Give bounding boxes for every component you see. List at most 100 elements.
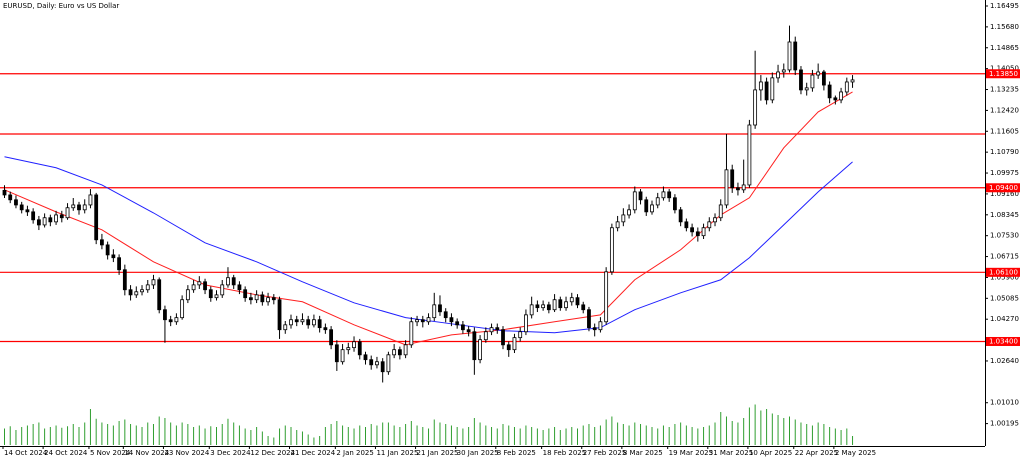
candle-body xyxy=(506,344,511,351)
candle-body xyxy=(208,289,213,299)
candle-body xyxy=(151,279,156,286)
candle-body xyxy=(827,84,832,99)
candle-body xyxy=(185,289,190,301)
x-tick-label: 2 Jan 2025 xyxy=(336,449,374,457)
candle-body xyxy=(352,341,356,349)
candle-body xyxy=(36,219,41,226)
candle-body xyxy=(518,331,523,339)
x-tick-label: 23 Nov 2024 xyxy=(164,449,209,457)
candle-body xyxy=(105,244,110,256)
candle-body xyxy=(426,317,431,323)
candle-body xyxy=(587,309,591,329)
candle-body xyxy=(627,209,631,216)
candle-body xyxy=(248,297,253,301)
candle-body xyxy=(260,294,265,303)
candle-body xyxy=(569,297,574,303)
candle-body xyxy=(489,327,494,333)
candle-body xyxy=(535,304,540,309)
x-tick-label: 14 Oct 2024 xyxy=(4,449,48,457)
candle-body xyxy=(197,281,202,286)
candle-body xyxy=(466,329,471,333)
candle-body xyxy=(799,69,803,91)
level-label-box xyxy=(986,336,1020,346)
candle-body xyxy=(254,294,259,301)
x-tick-label: 5 Nov 2024 xyxy=(90,449,131,457)
candle-body xyxy=(713,217,717,223)
candle-body xyxy=(495,327,500,331)
candle-body xyxy=(243,289,248,299)
candle-body xyxy=(392,349,397,356)
candle-body xyxy=(191,284,196,291)
candle-body xyxy=(122,269,127,291)
candle-body xyxy=(678,209,683,223)
candle-body xyxy=(277,299,282,331)
candle-body xyxy=(54,214,58,223)
candle-body xyxy=(558,299,563,309)
candle-body xyxy=(512,337,517,351)
y-tick-label: 1.10790 xyxy=(990,148,1019,156)
candle-body xyxy=(415,319,419,323)
candle-body xyxy=(695,231,700,237)
candle-body xyxy=(839,91,843,101)
candle-body xyxy=(111,254,116,259)
x-tick-label: 24 Oct 2024 xyxy=(44,449,88,457)
candle-body xyxy=(386,354,391,373)
candle-body xyxy=(134,291,139,296)
y-tick-label: 1.11605 xyxy=(990,127,1019,135)
candle-body xyxy=(2,189,7,196)
candle-body xyxy=(833,97,838,101)
y-tick-label: 1.09160 xyxy=(990,190,1019,198)
candle-body xyxy=(346,347,351,351)
candle-body xyxy=(443,311,448,319)
candle-body xyxy=(844,81,849,93)
y-tick-label: 1.07530 xyxy=(990,232,1019,240)
x-tick-label: 30 Jan 2025 xyxy=(457,449,499,457)
candle-body xyxy=(821,71,826,86)
candle-body xyxy=(564,301,568,309)
candle-body xyxy=(483,331,488,341)
candle-body xyxy=(478,339,482,361)
candle-body xyxy=(724,169,729,206)
candle-body xyxy=(168,319,173,323)
candle-body xyxy=(375,361,379,366)
level-label: 1.03400 xyxy=(989,337,1018,345)
candle-body xyxy=(409,321,414,346)
candle-body xyxy=(31,211,36,221)
candle-body xyxy=(850,79,855,83)
candle-body xyxy=(753,89,758,126)
x-tick-label: 31 Mar 2025 xyxy=(709,449,753,457)
candle-body xyxy=(88,194,93,206)
candle-body xyxy=(397,349,402,356)
candle-body xyxy=(220,284,225,296)
candle-body xyxy=(42,217,47,226)
candle-body xyxy=(701,227,706,237)
candle-body xyxy=(312,319,316,326)
candle-body xyxy=(19,204,24,211)
candle-body xyxy=(707,221,712,229)
candle-body xyxy=(764,81,769,101)
y-tick-label: 1.09975 xyxy=(990,169,1019,177)
y-tick-label: 1.14050 xyxy=(990,65,1019,73)
candle-body xyxy=(609,227,614,273)
candle-body xyxy=(736,187,740,191)
x-tick-label: 8 Mar 2025 xyxy=(623,449,663,457)
candle-body xyxy=(804,87,809,91)
candle-body xyxy=(231,277,236,286)
x-tick-label: 19 Mar 2025 xyxy=(669,449,713,457)
candle-body xyxy=(266,297,270,303)
candle-body xyxy=(581,304,586,311)
candle-body xyxy=(100,239,104,246)
candle-body xyxy=(524,314,528,333)
y-tick-label: 1.04270 xyxy=(990,315,1019,323)
y-tick-label: 1.12420 xyxy=(990,106,1019,114)
y-tick-label: 1.16495 xyxy=(990,2,1019,10)
candle-body xyxy=(403,344,408,356)
candle-body xyxy=(546,304,551,311)
y-tick-label: 1.05085 xyxy=(990,294,1019,302)
candle-body xyxy=(673,197,677,211)
candle-body xyxy=(776,71,780,79)
x-tick-label: 22 Apr 2025 xyxy=(795,449,838,457)
level-label-box xyxy=(986,69,1020,79)
candle-body xyxy=(816,71,821,76)
